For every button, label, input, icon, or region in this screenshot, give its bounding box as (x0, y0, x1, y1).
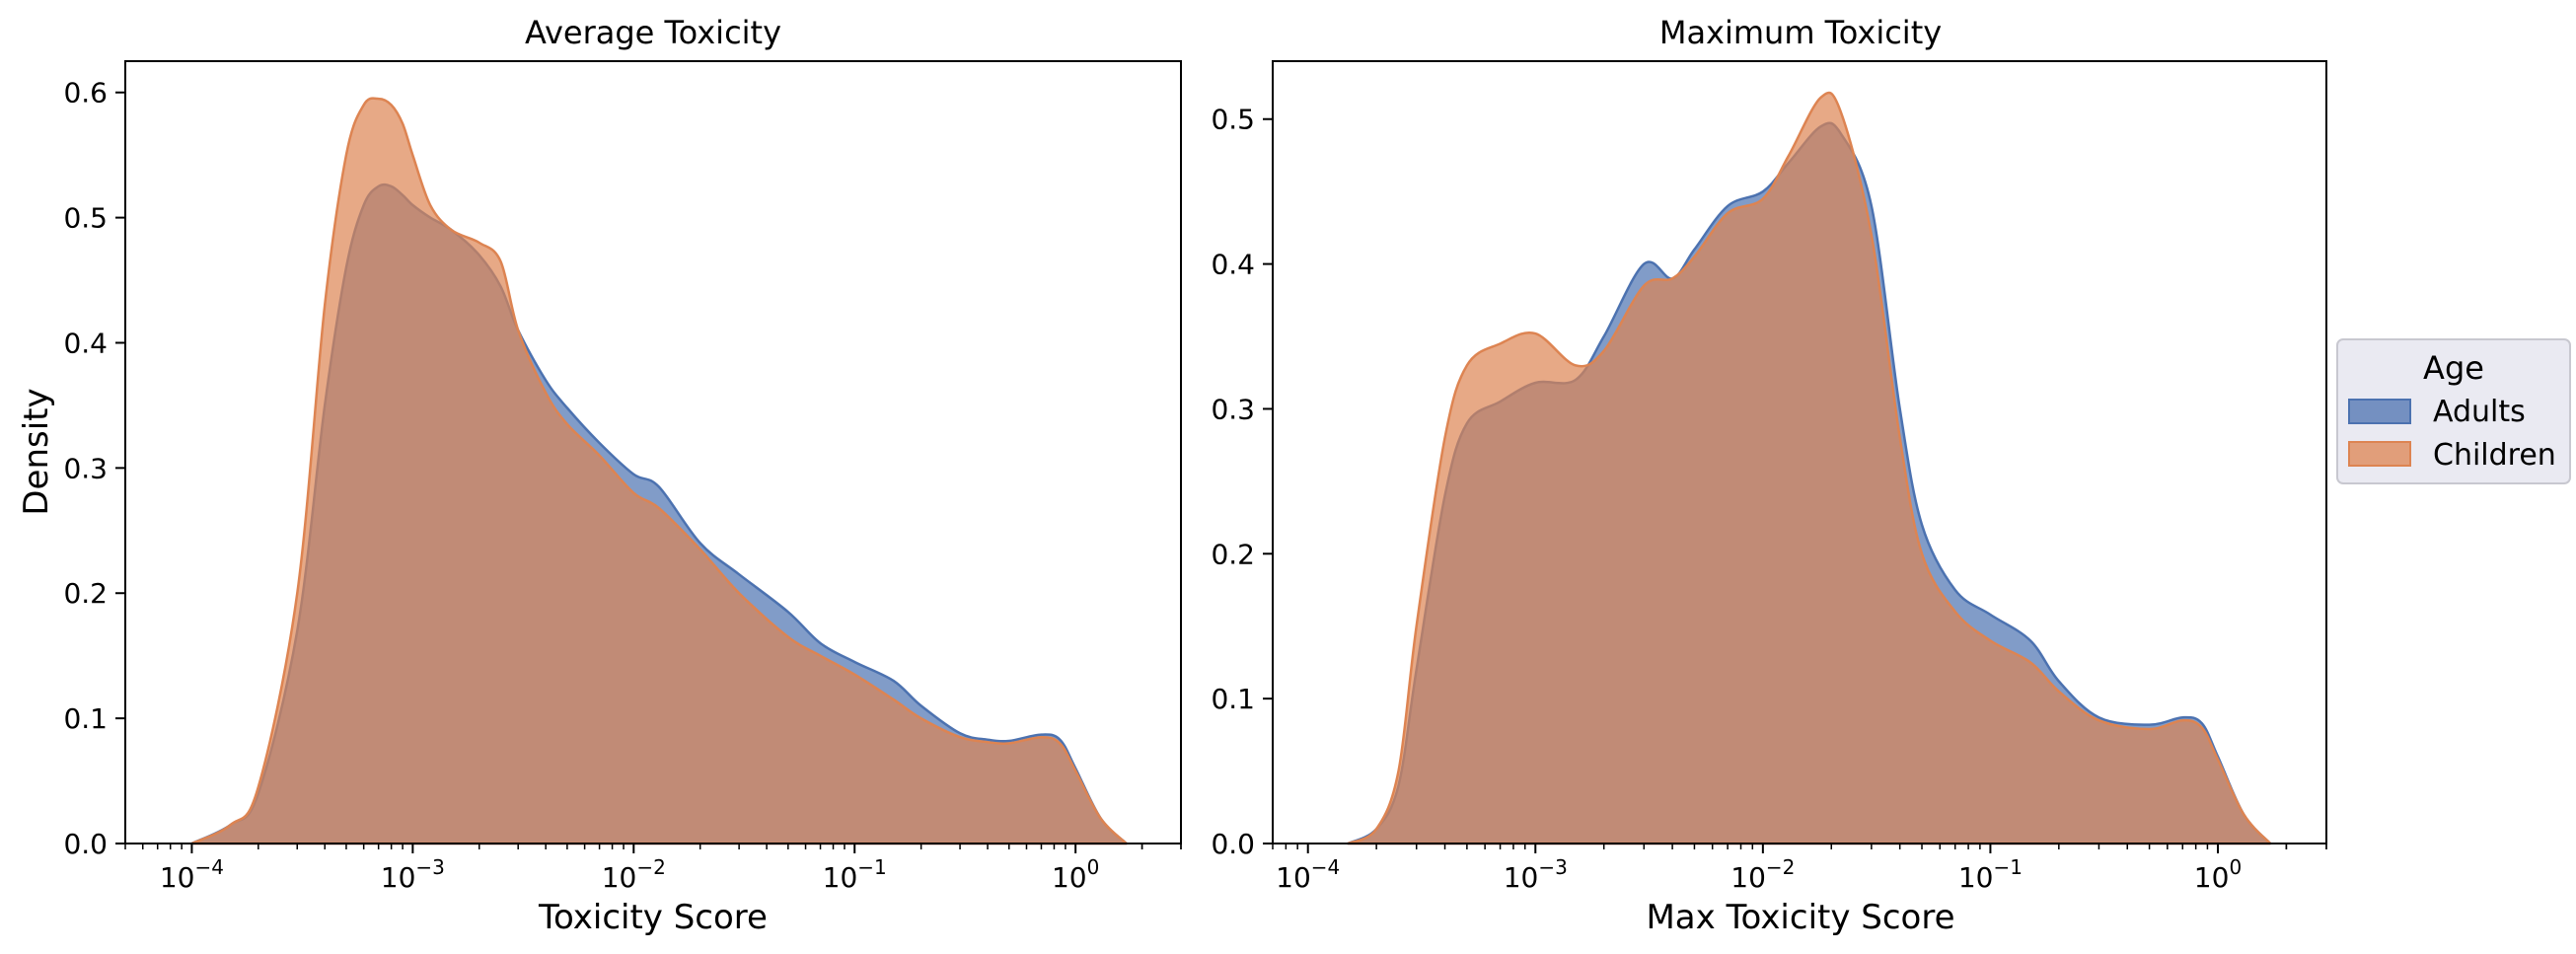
x-axis-label: Toxicity Score (538, 898, 768, 937)
x-axis-ticks: 10−4 10−3 10−2 10−1 100 (1272, 844, 2327, 894)
legend-swatch-adults (2348, 399, 2411, 424)
y-axis-ticks: 0.0 0.1 0.2 0.3 0.4 0.5 0.6 (63, 77, 125, 860)
x-axis-ticks: 10−4 10−3 10−2 10−1 100 (124, 844, 1182, 894)
legend: Age Adults Children (2336, 338, 2571, 484)
y-tick-label: 0.3 (1211, 393, 1255, 425)
y-axis-label: Density (17, 388, 56, 515)
x-tick-label: 10−2 (1730, 855, 1795, 894)
density-area-children (1347, 91, 2272, 845)
x-tick-label: 100 (2194, 855, 2242, 894)
x-tick-label: 10−1 (823, 855, 887, 894)
chart-title: Average Toxicity (525, 14, 781, 51)
x-tick-label: 10−2 (602, 855, 666, 894)
legend-label-adults: Adults (2433, 395, 2526, 429)
y-axis-ticks: 0.0 0.1 0.2 0.3 0.4 0.5 (1211, 104, 1273, 860)
density-area-children (190, 97, 1129, 845)
x-tick-label: 10−1 (1958, 855, 2023, 894)
y-tick-label: 0.2 (1211, 538, 1255, 570)
x-tick-label: 10−3 (1504, 855, 1568, 894)
legend-title: Age (2423, 349, 2484, 387)
y-tick-label: 0.2 (63, 577, 108, 610)
plot-area (190, 97, 1129, 845)
x-tick-label: 10−4 (1276, 855, 1340, 894)
plot-frame (124, 60, 1182, 844)
legend-swatch-children (2348, 441, 2411, 467)
panel-maximum-toxicity: Maximum Toxicity 10−4 10−3 10−2 10−1 100 0.0… (1211, 14, 2327, 937)
y-tick-label: 0.0 (1211, 828, 1255, 860)
y-tick-label: 0.4 (63, 327, 108, 359)
y-tick-label: 0.3 (63, 452, 108, 484)
legend-label-children: Children (2433, 438, 2556, 473)
y-tick-label: 0.6 (63, 77, 108, 110)
x-tick-label: 100 (1052, 855, 1099, 894)
plot-frame (1272, 60, 2327, 844)
panel-average-toxicity: Average Toxicity 10−4 10−3 10−2 10−1 100 0.0… (17, 14, 1182, 937)
y-tick-label: 0.5 (63, 202, 108, 235)
plot-area (1347, 91, 2272, 845)
y-tick-label: 0.1 (63, 702, 108, 735)
x-tick-label: 10−4 (160, 855, 224, 894)
x-axis-label: Max Toxicity Score (1646, 898, 1954, 937)
y-tick-label: 0.0 (63, 828, 108, 860)
y-tick-label: 0.1 (1211, 683, 1255, 715)
y-tick-label: 0.4 (1211, 249, 1255, 281)
chart-title: Maximum Toxicity (1659, 14, 1942, 51)
y-tick-label: 0.5 (1211, 104, 1255, 136)
x-tick-label: 10−3 (381, 855, 445, 894)
